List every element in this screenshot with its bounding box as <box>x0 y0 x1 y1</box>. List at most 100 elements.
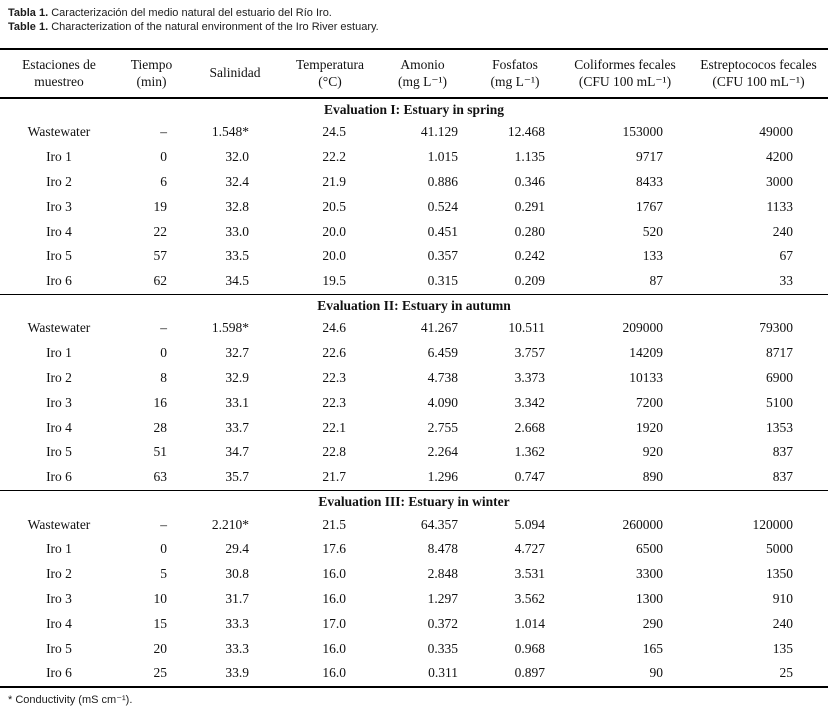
value-cell: 22.3 <box>322 370 346 386</box>
value-cell: 16.0 <box>322 665 346 681</box>
value-cell: 6500 <box>636 541 663 557</box>
value-cell: 41.129 <box>420 124 458 140</box>
value-cell: 3000 <box>766 173 793 189</box>
value-cell: 0.242 <box>514 248 545 264</box>
value-cell: 3.531 <box>514 566 545 582</box>
value-cell: 17.6 <box>322 541 346 557</box>
value-cell: 20.0 <box>322 223 346 239</box>
value-cell: 32.0 <box>225 149 249 165</box>
station-cell: Iro 1 <box>46 541 72 557</box>
value-cell: 120000 <box>752 516 794 532</box>
value-cell: 79300 <box>759 320 793 336</box>
value-cell: 0 <box>160 541 167 557</box>
value-cell: – <box>160 516 167 532</box>
value-cell: 34.5 <box>225 273 249 289</box>
value-cell: 4200 <box>766 149 793 165</box>
station-cell: Wastewater <box>27 320 91 336</box>
table-row: Iro 2 5 30.8 16.0 2.848 3.531 3300 1350 <box>0 562 831 587</box>
value-cell: 51 <box>153 444 168 460</box>
value-cell: 5000 <box>766 541 793 557</box>
value-cell: 290 <box>642 615 663 631</box>
column-header-line: Estreptococos fecales <box>700 57 817 72</box>
value-cell: 41.267 <box>420 320 458 336</box>
value-cell: 2.755 <box>427 419 458 435</box>
value-cell: 33.3 <box>225 640 249 656</box>
value-cell: 0.280 <box>514 223 545 239</box>
value-cell: 33.7 <box>225 419 249 435</box>
table-row: Iro 4 28 33.7 22.1 2.755 2.668 1920 1353 <box>0 415 831 440</box>
column-header-line: Salinidad <box>209 65 261 81</box>
value-cell: 22 <box>153 223 168 239</box>
value-cell: 16.0 <box>322 590 346 606</box>
station-cell: Iro 4 <box>46 615 72 631</box>
station-cell: Iro 3 <box>46 198 72 214</box>
column-header-line: Coliformes fecales <box>574 57 676 72</box>
value-cell: 32.7 <box>225 345 249 361</box>
value-cell: 24.5 <box>322 124 346 140</box>
table-row: Iro 6 62 34.5 19.5 0.315 0.209 87 33 <box>0 269 831 294</box>
value-cell: 8.478 <box>427 541 458 557</box>
column-header-temperature: Temperatura (°C) <box>285 50 375 97</box>
value-cell: – <box>160 320 167 336</box>
value-cell: 4.738 <box>427 370 458 386</box>
table-row: Iro 5 51 34.7 22.8 2.264 1.362 920 837 <box>0 440 831 465</box>
station-cell: Iro 3 <box>46 394 72 410</box>
station-cell: Iro 1 <box>46 149 72 165</box>
table-row: Wastewater – 1.598* 24.6 41.267 10.511 209000 7… <box>0 316 831 341</box>
value-cell: 32.4 <box>225 173 249 189</box>
table-row: Iro 5 20 33.3 16.0 0.335 0.968 165 135 <box>0 636 831 661</box>
column-header-line: Tiempo <box>130 57 173 72</box>
value-cell: 240 <box>772 223 793 239</box>
table-caption: Tabla 1. Caracterización del medio natur… <box>0 0 831 34</box>
value-cell: 30.8 <box>225 566 249 582</box>
value-cell: 153000 <box>622 124 664 140</box>
value-cell: 19.5 <box>322 273 346 289</box>
table-row: Iro 3 16 33.1 22.3 4.090 3.342 7200 5100 <box>0 390 831 415</box>
value-cell: 165 <box>642 640 663 656</box>
column-header-line: Fosfatos <box>492 57 538 72</box>
value-cell: 0.315 <box>427 273 458 289</box>
table-row: Iro 3 19 32.8 20.5 0.524 0.291 1767 1133 <box>0 194 831 219</box>
value-cell: 0 <box>160 345 167 361</box>
value-cell: 5100 <box>766 394 793 410</box>
value-cell: 10133 <box>629 370 663 386</box>
value-cell: 1.598* <box>211 320 249 336</box>
value-cell: 64.357 <box>420 516 458 532</box>
table-footnote: * Conductivity (mS cm⁻¹). <box>8 693 133 706</box>
section-divider-rule <box>0 489 828 492</box>
table-top-rule <box>0 48 828 50</box>
value-cell: 67 <box>779 248 794 264</box>
value-cell: 3.562 <box>514 590 545 606</box>
table-row: Iro 6 25 33.9 16.0 0.311 0.897 90 25 <box>0 661 831 686</box>
value-cell: 33.9 <box>225 665 249 681</box>
section-title: Evaluation III: Estuary in winter <box>318 494 510 510</box>
value-cell: 6.459 <box>427 345 458 361</box>
value-cell: 1.296 <box>427 469 458 485</box>
table-row: Iro 1 0 32.0 22.2 1.015 1.135 9717 4200 <box>0 145 831 170</box>
value-cell: 33 <box>779 273 794 289</box>
value-cell: – <box>160 124 167 140</box>
value-cell: 63 <box>153 469 168 485</box>
value-cell: 20.0 <box>322 248 346 264</box>
value-cell: 57 <box>153 248 168 264</box>
value-cell: 90 <box>649 665 664 681</box>
value-cell: 1.014 <box>514 615 545 631</box>
value-cell: 16 <box>153 394 168 410</box>
value-cell: 28 <box>153 419 168 435</box>
value-cell: 34.7 <box>225 444 249 460</box>
station-cell: Wastewater <box>27 516 91 532</box>
column-header-line: (°C) <box>318 73 342 89</box>
value-cell: 25 <box>153 665 168 681</box>
value-cell: 8717 <box>766 345 793 361</box>
value-cell: 32.9 <box>225 370 249 386</box>
value-cell: 16.0 <box>322 566 346 582</box>
value-cell: 29.4 <box>225 541 249 557</box>
value-cell: 24.6 <box>322 320 346 336</box>
table-row: Iro 4 22 33.0 20.0 0.451 0.280 520 240 <box>0 219 831 244</box>
table-header-row: Estaciones de muestreo Tiempo (min) Sali… <box>0 50 831 97</box>
value-cell: 22.3 <box>322 394 346 410</box>
value-cell: 2.264 <box>427 444 458 460</box>
column-header-time: Tiempo (min) <box>118 50 185 97</box>
column-header-line: muestreo <box>34 73 84 89</box>
value-cell: 0.968 <box>514 640 545 656</box>
